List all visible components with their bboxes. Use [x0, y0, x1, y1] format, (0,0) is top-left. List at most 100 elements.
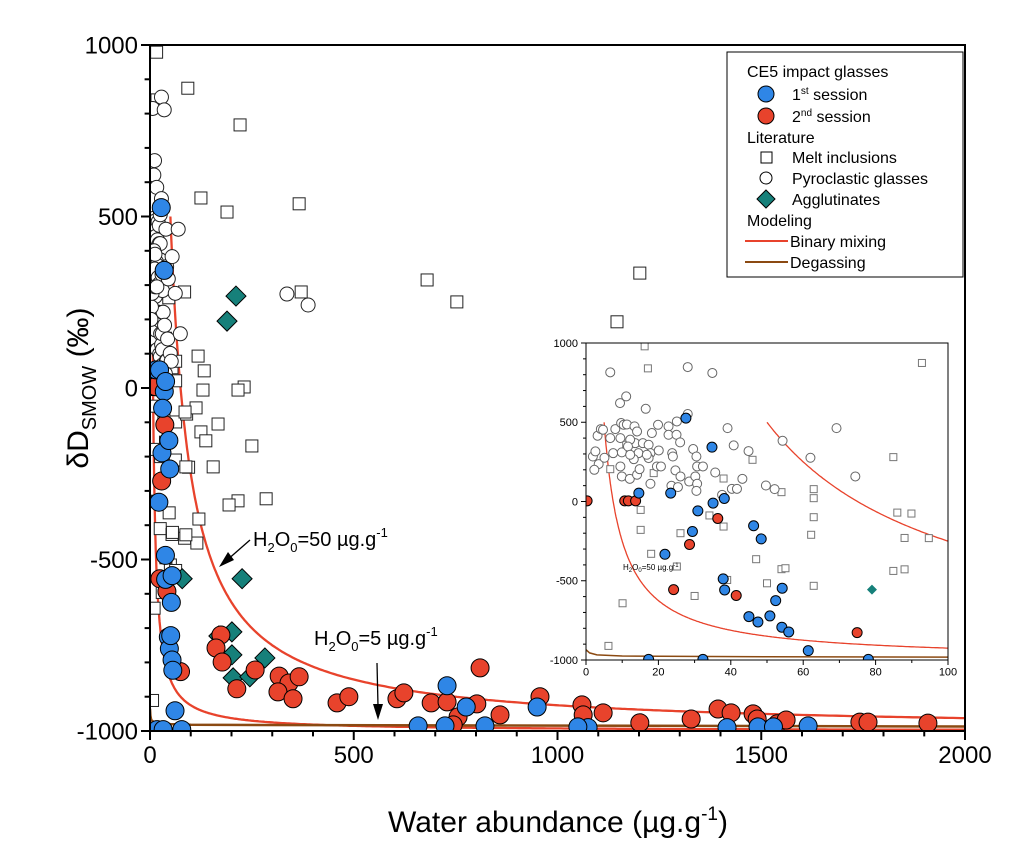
x-tick-label: 2000 [938, 742, 991, 769]
pyroclastic-glass-point [672, 482, 683, 493]
pyroclastic-glass-point [743, 446, 754, 457]
melt-inclusion-point [179, 460, 193, 474]
melt-inclusion-point [640, 343, 649, 351]
legend-marker-melt [760, 151, 773, 164]
session1-point [748, 520, 760, 532]
annotation-arrow-5 [376, 662, 379, 707]
melt-inclusion-point [604, 641, 613, 650]
melt-inclusion-point [924, 534, 933, 543]
session1-point [527, 697, 547, 717]
melt-inclusion-point [191, 349, 205, 363]
y-tick-label: 0 [572, 496, 578, 508]
pyroclastic-glass-point [157, 317, 173, 333]
melt-inclusion-point [196, 383, 210, 397]
degassing-curve [150, 708, 965, 728]
pyroclastic-glass-point [805, 452, 816, 463]
inset-marks [586, 343, 948, 660]
pyroclastic-glass-point [150, 279, 165, 295]
y-tick-label: 0 [125, 375, 138, 402]
melt-inclusion-point [211, 417, 225, 431]
pyroclastic-glass-point [697, 461, 708, 472]
session1-point [172, 720, 192, 731]
pyroclastic-glass-point [634, 464, 645, 475]
session2-point [858, 712, 878, 731]
inset-annotation: H2O0=50 µg.g-1 [623, 563, 679, 574]
pyroclastic-glass-point [615, 398, 626, 409]
melt-inclusion-point [450, 295, 464, 309]
melt-inclusion-point [748, 455, 757, 464]
session1-point [437, 676, 457, 696]
melt-inclusion-point [190, 536, 204, 550]
annotation-h2o-5: H2O0=5 µg.g-1 [314, 624, 438, 654]
session2-point [918, 713, 938, 731]
melt-inclusion-point [781, 564, 790, 573]
session2-point [421, 693, 441, 713]
melt-inclusion-point [809, 581, 818, 590]
melt-inclusion-point [636, 525, 645, 534]
session1-point [770, 595, 782, 607]
pyroclastic-glass-point [640, 403, 651, 414]
pyroclastic-glass-point [731, 483, 742, 494]
session2-point [394, 683, 414, 703]
melt-inclusion-point [192, 512, 206, 526]
melt-inclusion-point [245, 439, 259, 453]
melt-inclusion-point [893, 508, 902, 517]
y-tick-label: 1000 [85, 32, 138, 59]
melt-inclusion-point [233, 118, 247, 132]
pyroclastic-glass-point [760, 480, 771, 491]
melt-inclusion-point [889, 453, 898, 462]
session1-point [665, 487, 677, 499]
session2-point [586, 495, 593, 507]
session1-point [633, 487, 645, 499]
legend-degas: Degassing [790, 255, 866, 272]
melt-inclusion-point [292, 197, 306, 211]
y-tick-label: -500 [556, 576, 578, 588]
legend-group-literature: Literature [747, 130, 815, 147]
pyroclastic-glass-point [663, 421, 674, 432]
legend-group-ce5: CE5 impact glasses [747, 64, 888, 81]
main-plot [150, 45, 965, 731]
pyroclastic-glass-point [777, 435, 788, 446]
session2-point [289, 667, 309, 687]
pyroclastic-glass-point [156, 102, 172, 118]
x-tick-label: 60 [797, 666, 809, 678]
session1-point [755, 533, 767, 545]
session1-point [752, 616, 764, 628]
session2-point [681, 709, 701, 729]
pyroclastic-glass-point [675, 471, 686, 482]
melt-inclusion-point [153, 522, 167, 536]
legend-melt: Melt inclusions [792, 150, 897, 167]
session2-point [851, 627, 863, 639]
session1-point [743, 611, 755, 623]
session1-point [156, 371, 176, 391]
pyroclastic-glass-point [831, 423, 842, 434]
session1-point [862, 653, 874, 660]
agglutinate-point [231, 568, 253, 590]
session2-point [155, 415, 175, 435]
session1-point [692, 505, 704, 517]
session1-point [165, 701, 185, 721]
session2-point [437, 692, 457, 712]
binary-mixing-curve-50 [766, 421, 948, 542]
melt-inclusion-point [162, 506, 176, 520]
pyroclastic-glass-point [722, 423, 733, 434]
melt-inclusion-point [178, 405, 192, 419]
pyroclastic-glass-point [605, 367, 616, 378]
session1-point [153, 720, 173, 731]
pyroclastic-glass-point [645, 478, 656, 489]
pyroclastic-glass-point [164, 249, 180, 265]
pyroclastic-glass-point [610, 424, 621, 435]
annotation-h2o-50: H2O0=50 µg.g-1 [253, 525, 388, 555]
inset-axes: 0 20 40 60 80 100 -1000 -500 0 500 1000 [550, 338, 957, 679]
pyroclastic-glass-point [622, 441, 633, 452]
melt-inclusion-point [606, 465, 615, 474]
session2-point [245, 660, 265, 680]
session1-point [802, 645, 814, 657]
legend-session1: 1st session [792, 86, 867, 104]
melt-inclusion-point [179, 528, 193, 542]
melt-inclusion-point [907, 509, 916, 518]
pyroclastic-glass-point [653, 445, 664, 456]
session2-point [684, 538, 696, 550]
pyroclastic-glass-point [150, 246, 163, 262]
session1-point [697, 653, 709, 660]
